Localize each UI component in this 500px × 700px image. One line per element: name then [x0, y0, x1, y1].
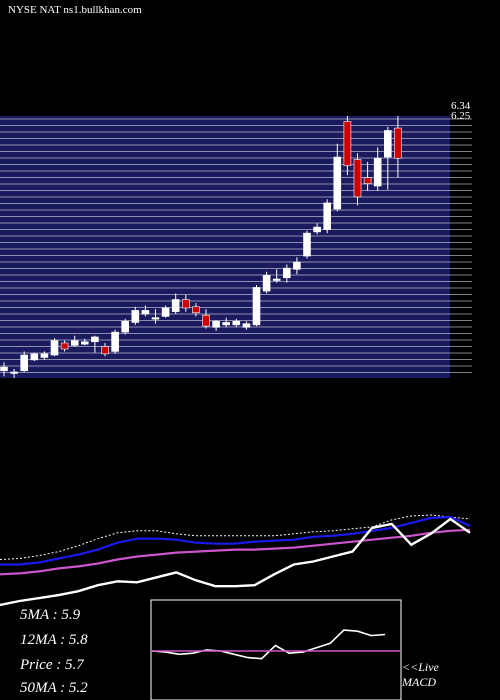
price-panel-background: [0, 116, 450, 378]
candle-up: [50, 340, 59, 356]
macd-label: MACD: [402, 675, 436, 689]
candle-up: [313, 226, 321, 233]
candle-up: [20, 354, 29, 372]
watermark-title: NYSE NAT ns1.bullkhan.com: [8, 4, 142, 16]
candle-up: [383, 130, 392, 158]
stat-12ma: 12MA : 5.8: [20, 632, 88, 648]
candle-up: [0, 366, 8, 372]
macd-panel-frame: [150, 599, 402, 700]
candle-up: [222, 322, 230, 326]
candle-up: [212, 320, 220, 328]
candle-down: [353, 159, 362, 198]
candle-down: [343, 121, 352, 166]
candle-up: [171, 299, 180, 312]
candle-up: [262, 275, 271, 292]
macd-line: [151, 629, 386, 660]
candle-up: [131, 310, 140, 323]
candle-up: [81, 341, 89, 345]
candle-up: [161, 307, 170, 317]
candle-up: [252, 287, 261, 326]
candle-up: [141, 310, 150, 315]
stat-price: Price : 5.7: [20, 657, 84, 673]
candle-down: [363, 177, 372, 184]
dotted-ma-line: [0, 514, 471, 560]
price-line: [0, 517, 471, 607]
candle-down: [202, 314, 210, 327]
candle-up: [242, 323, 251, 328]
candle-up: [30, 353, 39, 361]
candle-up: [70, 340, 79, 346]
candle-up: [373, 157, 382, 187]
candle-up: [272, 278, 281, 281]
candles: [0, 116, 402, 378]
candle-down: [60, 342, 69, 350]
long-ma-line: [0, 528, 471, 576]
candle-down: [192, 306, 200, 314]
stat-50ma: 50MA : 5.2: [20, 680, 88, 696]
candle-up: [40, 353, 49, 358]
high-price-tag: 6.34: [451, 100, 471, 112]
candle-up: [121, 320, 129, 333]
live-label: <<Live: [402, 660, 439, 674]
candle-up: [151, 317, 160, 320]
candle-up: [111, 331, 119, 352]
candle-up: [232, 320, 241, 326]
candle-up: [293, 261, 301, 270]
candle-down: [182, 299, 190, 309]
candle-down: [101, 346, 109, 355]
candle-up: [10, 371, 18, 374]
price-grid: [0, 118, 472, 373]
candle-up: [303, 232, 311, 257]
candle-up: [91, 336, 99, 343]
short-ma-line: [0, 515, 471, 566]
stat-5ma: 5MA : 5.9: [20, 607, 81, 623]
candle-up: [323, 202, 332, 230]
candle-up: [282, 267, 291, 279]
last-price-tag: 6.25: [451, 110, 471, 122]
macd-lines: [151, 629, 400, 660]
candle-up: [333, 156, 342, 210]
candle-down: [394, 127, 402, 159]
moving-average-lines: [0, 514, 471, 607]
